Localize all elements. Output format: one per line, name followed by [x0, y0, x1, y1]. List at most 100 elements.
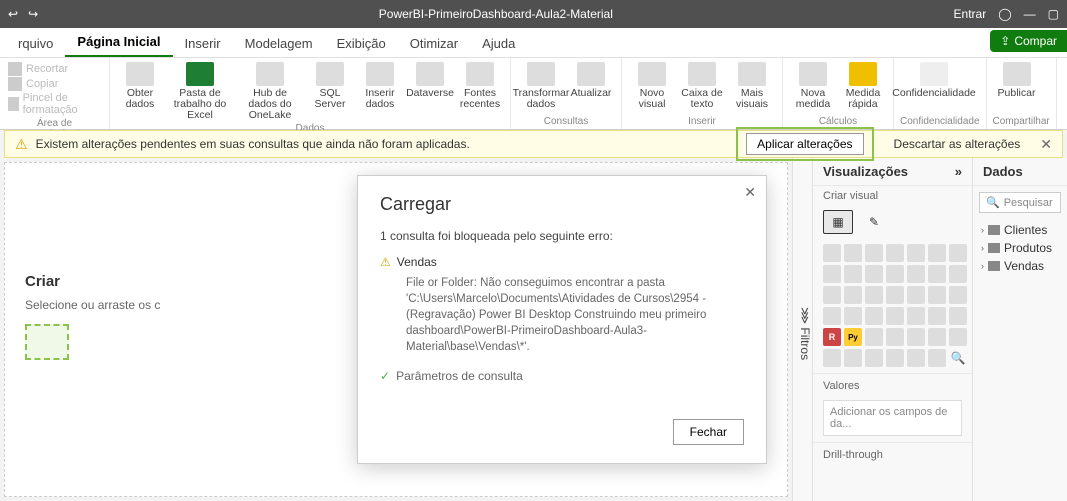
redo-icon[interactable]: ↪ [28, 7, 38, 21]
new-measure-button[interactable]: Nova medida [789, 60, 837, 112]
viz-filled-map[interactable] [928, 286, 946, 304]
filters-expand-icon[interactable]: ⋙ [798, 307, 812, 324]
dataverse-button[interactable]: Dataverse [406, 60, 454, 101]
publish-button[interactable]: Publicar [993, 60, 1041, 101]
viz-aivisual1[interactable] [865, 349, 883, 367]
table-row[interactable]: ›Clientes [981, 221, 1059, 239]
format-painter-button[interactable]: Pincel de formatação [8, 92, 101, 116]
undo-icon[interactable]: ↩ [8, 7, 18, 21]
more-visuals-button[interactable]: Mais visuais [728, 60, 776, 112]
enter-data-button[interactable]: Inserir dados [356, 60, 404, 112]
viz-ribbon[interactable] [907, 265, 925, 283]
viz-title: Visualizações [823, 164, 908, 179]
minimize-icon[interactable]: — [1024, 7, 1036, 21]
viz-kpi[interactable] [886, 307, 904, 325]
viz-100-column[interactable] [928, 244, 946, 262]
tab-modeling[interactable]: Modelagem [233, 30, 325, 57]
format-icon: ✎ [869, 215, 879, 229]
tab-file[interactable]: rquivo [6, 30, 65, 57]
copy-button[interactable]: Copiar [8, 77, 58, 91]
viz-card[interactable] [844, 307, 862, 325]
viz-clustered-column[interactable] [886, 244, 904, 262]
canvas-placeholder-icon [25, 324, 69, 360]
canvas[interactable]: Criar Selecione ou arraste os c ✕ Carreg… [4, 162, 788, 497]
viz-line-column[interactable] [865, 265, 883, 283]
discard-changes-button[interactable]: Descartar as alterações [894, 137, 1021, 151]
viz-more[interactable] [928, 349, 946, 367]
viz-stacked-bar[interactable] [823, 244, 841, 262]
viz-shape-map[interactable] [949, 286, 967, 304]
viz-get-more[interactable]: 🔍 [949, 349, 967, 367]
viz-pie[interactable] [844, 286, 862, 304]
recent-button[interactable]: Fontes recentes [456, 60, 504, 112]
chevron-icon: › [981, 225, 984, 235]
tab-home[interactable]: Página Inicial [65, 28, 172, 57]
search-input[interactable]: 🔍 Pesquisar [979, 192, 1061, 213]
viz-stacked-column[interactable] [844, 244, 862, 262]
viz-decomposition[interactable] [886, 328, 904, 346]
excel-button[interactable]: Pasta de trabalho do Excel [166, 60, 234, 123]
sql-button[interactable]: SQL Server [306, 60, 354, 112]
publish-icon [1003, 62, 1031, 86]
viz-key-influencers[interactable] [865, 328, 883, 346]
refresh-button[interactable]: Atualizar [567, 60, 615, 101]
group-queries: Consultas [517, 116, 615, 127]
viz-multi-card[interactable] [865, 307, 883, 325]
tab-optimize[interactable]: Otimizar [398, 30, 470, 57]
viz-aivisual3[interactable] [907, 349, 925, 367]
viz-scatter[interactable] [823, 286, 841, 304]
share-button[interactable]: ⇪ Compar [990, 30, 1067, 52]
format-visual-tab[interactable]: ✎ [859, 210, 889, 234]
transform-button[interactable]: Transformar dados [517, 60, 565, 112]
sensitivity-button[interactable]: Confidencialidade [900, 60, 968, 101]
table-row[interactable]: ›Produtos [981, 239, 1059, 257]
viz-automate[interactable] [844, 349, 862, 367]
viz-slicer[interactable] [907, 307, 925, 325]
new-visual-button[interactable]: Novo visual [628, 60, 676, 112]
maximize-icon[interactable]: ▢ [1048, 7, 1059, 21]
table-row[interactable]: ›Vendas [981, 257, 1059, 275]
viz-gauge[interactable] [823, 307, 841, 325]
cut-button[interactable]: Recortar [8, 62, 68, 76]
tab-insert[interactable]: Inserir [173, 30, 233, 57]
dialog-close-icon[interactable]: ✕ [744, 184, 756, 201]
viz-clustered-bar[interactable] [865, 244, 883, 262]
user-icon[interactable]: ◯ [998, 7, 1011, 21]
viz-py[interactable]: Py [844, 328, 862, 346]
viz-funnel[interactable] [949, 265, 967, 283]
viz-line-clustered[interactable] [886, 265, 904, 283]
viz-area[interactable] [823, 265, 841, 283]
viz-donut[interactable] [865, 286, 883, 304]
tab-help[interactable]: Ajuda [470, 30, 527, 57]
viz-collapse-icon[interactable]: » [955, 164, 962, 179]
viz-line[interactable] [949, 244, 967, 262]
viz-smart-narrative[interactable] [928, 328, 946, 346]
viz-aivisual2[interactable] [886, 349, 904, 367]
filters-panel[interactable]: ⋙ Filtros [792, 158, 812, 501]
textbox-button[interactable]: Caixa de texto [678, 60, 726, 112]
build-visual-tab[interactable]: ▦ [823, 210, 853, 234]
viz-100-bar[interactable] [907, 244, 925, 262]
apply-changes-button[interactable]: Aplicar alterações [746, 133, 863, 155]
viz-waterfall[interactable] [928, 265, 946, 283]
quick-measure-button[interactable]: Medida rápida [839, 60, 887, 112]
table-icon [988, 261, 1000, 271]
viz-matrix[interactable] [949, 307, 967, 325]
onelake-button[interactable]: Hub de dados do OneLake [236, 60, 304, 123]
viz-r[interactable]: R [823, 328, 841, 346]
viz-powerapps[interactable] [823, 349, 841, 367]
dialog-close-button[interactable]: Fechar [673, 419, 744, 445]
viz-paginated[interactable] [949, 328, 967, 346]
viz-table[interactable] [928, 307, 946, 325]
dialog-subtitle: 1 consulta foi bloqueada pelo seguinte e… [380, 229, 744, 243]
values-dropzone[interactable]: Adicionar os campos de da... [823, 400, 962, 436]
viz-map[interactable] [907, 286, 925, 304]
viz-stacked-area[interactable] [844, 265, 862, 283]
tab-view[interactable]: Exibição [325, 30, 398, 57]
sql-icon [316, 62, 344, 86]
close-warning-icon[interactable]: ✕ [1040, 136, 1052, 153]
viz-qa[interactable] [907, 328, 925, 346]
viz-treemap[interactable] [886, 286, 904, 304]
signin-button[interactable]: Entrar [954, 7, 987, 21]
get-data-button[interactable]: Obter dados [116, 60, 164, 112]
